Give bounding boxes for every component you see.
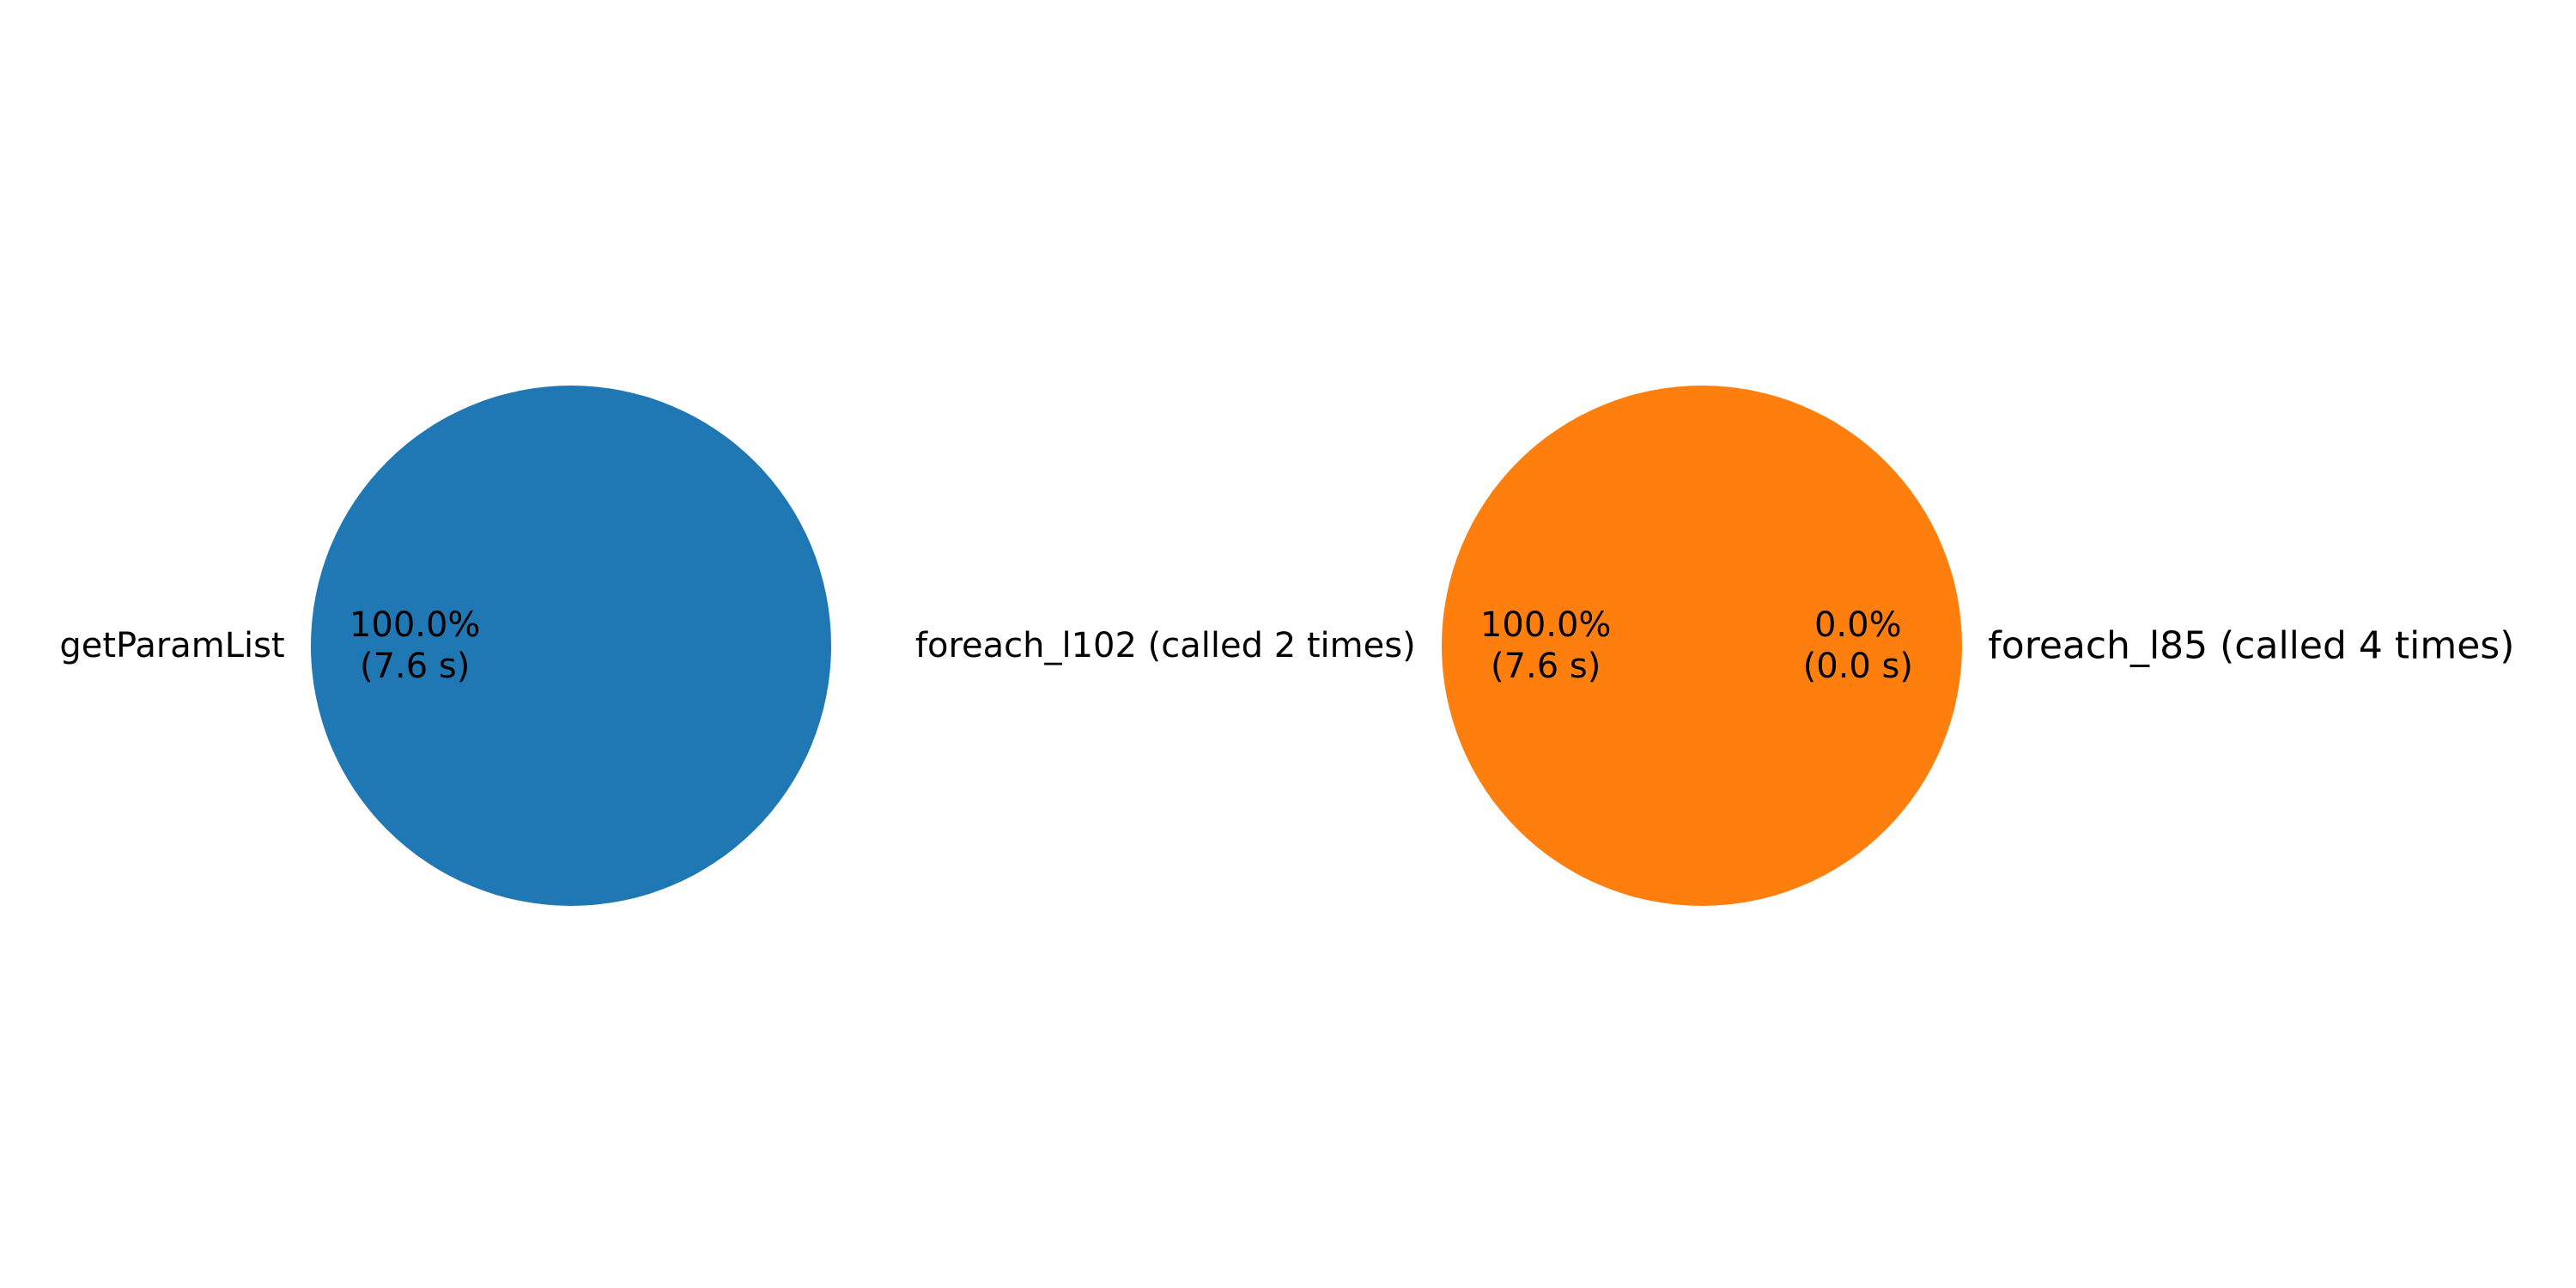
pie-chart-foreach: foreach_l102 (called 2 times) 100.0%(7.6 … [915,386,2514,906]
pie-slice [1442,386,1962,906]
slice-percent-label: 0.0% [1814,605,1902,645]
slice-time-label: (7.6 s) [360,647,470,686]
slice-label: getParamList [59,626,284,665]
slice-time-label: (0.0 s) [1803,647,1913,686]
slice-label: foreach_l85 (called 4 times) [1988,624,2514,668]
pie-chart-getparamlist: getParamList 100.0%(7.6 s) [59,386,831,906]
slice-percent-label: 100.0% [1480,605,1612,645]
slice-time-label: (7.6 s) [1491,647,1601,686]
slice-percent-label: 100.0% [349,605,481,645]
pie-slice [311,386,831,906]
slice-label: foreach_l102 (called 2 times) [915,626,1416,665]
